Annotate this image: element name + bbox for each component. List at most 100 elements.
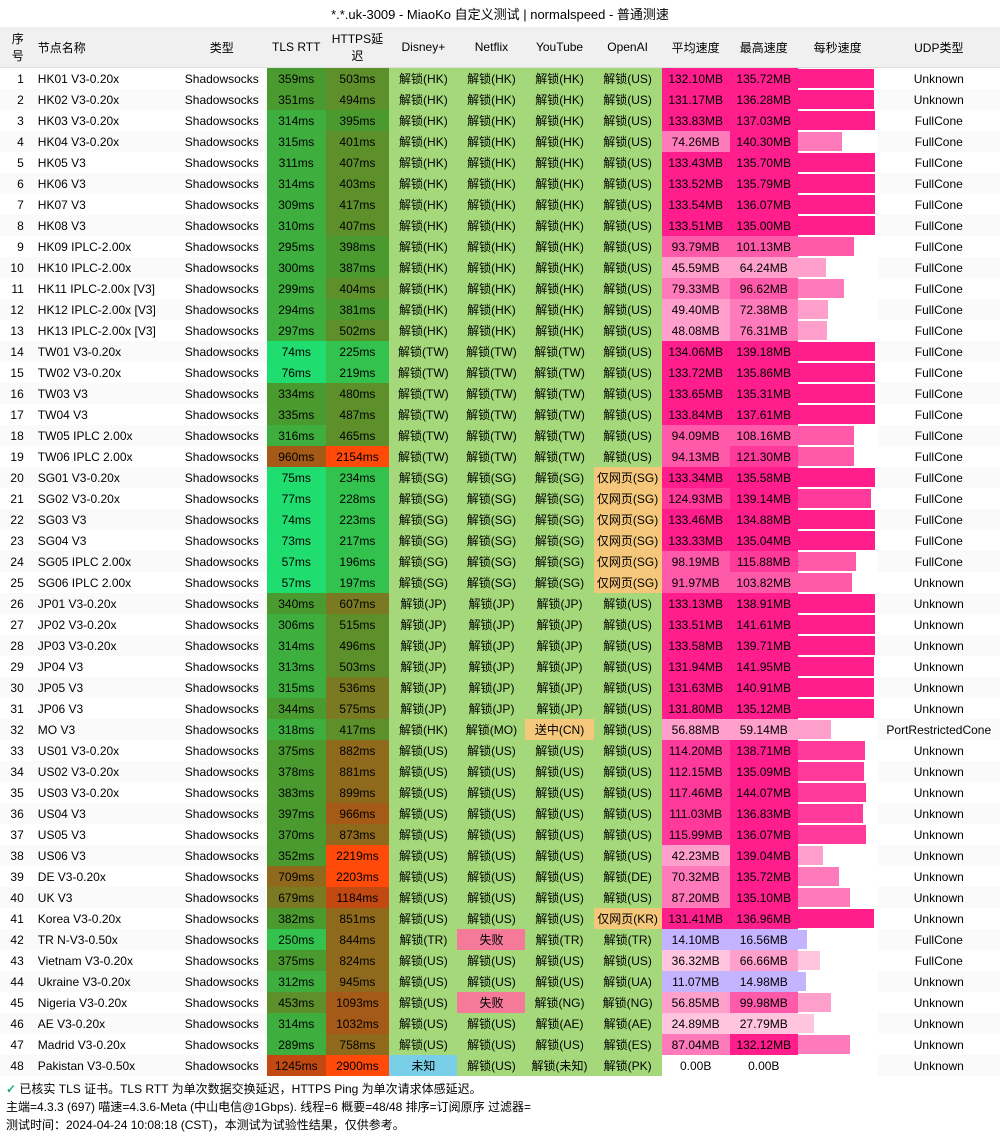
node-name: US05 V3 bbox=[30, 824, 177, 845]
node-name: US02 V3-0.20x bbox=[30, 761, 177, 782]
tls-rtt: 314ms bbox=[267, 1013, 326, 1034]
disney-status: 解锁(HK) bbox=[389, 194, 457, 215]
node-name: Vietnam V3-0.20x bbox=[30, 950, 177, 971]
disney-status: 解锁(TW) bbox=[389, 404, 457, 425]
footer-info: ✓ 已核实 TLS 证书。TLS RTT 为单次数据交换延迟，HTTPS Pin… bbox=[0, 1076, 1000, 1138]
youtube-status: 解锁(HK) bbox=[525, 299, 593, 320]
openai-status: 解锁(US) bbox=[594, 404, 662, 425]
table-row: 18TW05 IPLC 2.00xShadowsocks316ms465ms解锁… bbox=[0, 425, 1000, 446]
openai-status: 解锁(US) bbox=[594, 824, 662, 845]
max-speed: 135.70MB bbox=[730, 152, 798, 173]
speed-chart bbox=[798, 509, 878, 530]
node-name: HK05 V3 bbox=[30, 152, 177, 173]
avg-speed: 124.93MB bbox=[662, 488, 730, 509]
row-index: 6 bbox=[0, 173, 30, 194]
netflix-status: 解锁(JP) bbox=[457, 593, 525, 614]
openai-status: 解锁(US) bbox=[594, 89, 662, 110]
tls-rtt: 250ms bbox=[267, 929, 326, 950]
max-speed: 101.13MB bbox=[730, 236, 798, 257]
node-type: Shadowsocks bbox=[177, 740, 267, 761]
disney-status: 解锁(US) bbox=[389, 1013, 457, 1034]
openai-status: 解锁(US) bbox=[594, 719, 662, 740]
netflix-status: 解锁(HK) bbox=[457, 194, 525, 215]
udp-type: FullCone bbox=[878, 110, 1000, 131]
udp-type: FullCone bbox=[878, 950, 1000, 971]
max-speed: 108.16MB bbox=[730, 425, 798, 446]
avg-speed: 117.46MB bbox=[662, 782, 730, 803]
table-row: 1HK01 V3-0.20xShadowsocks359ms503ms解锁(HK… bbox=[0, 68, 1000, 90]
node-type: Shadowsocks bbox=[177, 1055, 267, 1076]
column-header: UDP类型 bbox=[878, 27, 1000, 68]
udp-type: Unknown bbox=[878, 782, 1000, 803]
tls-rtt: 344ms bbox=[267, 698, 326, 719]
tls-rtt: 316ms bbox=[267, 425, 326, 446]
openai-status: 解锁(US) bbox=[594, 446, 662, 467]
https-latency: 494ms bbox=[326, 89, 390, 110]
disney-status: 解锁(US) bbox=[389, 845, 457, 866]
table-row: 10HK10 IPLC-2.00xShadowsocks300ms387ms解锁… bbox=[0, 257, 1000, 278]
speed-chart bbox=[798, 614, 878, 635]
https-latency: 197ms bbox=[326, 572, 390, 593]
tls-rtt: 314ms bbox=[267, 173, 326, 194]
tls-rtt: 57ms bbox=[267, 551, 326, 572]
netflix-status: 解锁(TW) bbox=[457, 404, 525, 425]
netflix-status: 解锁(US) bbox=[457, 1013, 525, 1034]
netflix-status: 解锁(HK) bbox=[457, 131, 525, 152]
speed-test-table: 序号节点名称类型TLS RTTHTTPS延迟Disney+NetflixYouT… bbox=[0, 27, 1000, 1076]
tls-rtt: 318ms bbox=[267, 719, 326, 740]
speed-chart bbox=[798, 572, 878, 593]
youtube-status: 解锁(TW) bbox=[525, 425, 593, 446]
disney-status: 解锁(SG) bbox=[389, 530, 457, 551]
udp-type: FullCone bbox=[878, 929, 1000, 950]
speed-chart bbox=[798, 950, 878, 971]
tls-rtt: 310ms bbox=[267, 215, 326, 236]
row-index: 13 bbox=[0, 320, 30, 341]
netflix-status: 失败 bbox=[457, 992, 525, 1013]
https-latency: 844ms bbox=[326, 929, 390, 950]
max-speed: 59.14MB bbox=[730, 719, 798, 740]
openai-status: 仅网页(SG) bbox=[594, 488, 662, 509]
avg-speed: 133.84MB bbox=[662, 404, 730, 425]
netflix-status: 解锁(SG) bbox=[457, 467, 525, 488]
https-latency: 575ms bbox=[326, 698, 390, 719]
udp-type: Unknown bbox=[878, 761, 1000, 782]
tls-rtt: 352ms bbox=[267, 845, 326, 866]
netflix-status: 解锁(JP) bbox=[457, 656, 525, 677]
speed-chart bbox=[798, 488, 878, 509]
youtube-status: 解锁(HK) bbox=[525, 215, 593, 236]
table-row: 15TW02 V3-0.20xShadowsocks76ms219ms解锁(TW… bbox=[0, 362, 1000, 383]
max-speed: 135.72MB bbox=[730, 68, 798, 90]
row-index: 20 bbox=[0, 467, 30, 488]
netflix-status: 解锁(TW) bbox=[457, 446, 525, 467]
row-index: 9 bbox=[0, 236, 30, 257]
openai-status: 解锁(US) bbox=[594, 299, 662, 320]
speed-chart bbox=[798, 173, 878, 194]
youtube-status: 解锁(NG) bbox=[525, 992, 593, 1013]
row-index: 25 bbox=[0, 572, 30, 593]
max-speed: 135.10MB bbox=[730, 887, 798, 908]
row-index: 37 bbox=[0, 824, 30, 845]
tls-rtt: 679ms bbox=[267, 887, 326, 908]
row-index: 28 bbox=[0, 635, 30, 656]
https-latency: 465ms bbox=[326, 425, 390, 446]
netflix-status: 解锁(HK) bbox=[457, 320, 525, 341]
https-latency: 480ms bbox=[326, 383, 390, 404]
netflix-status: 解锁(TW) bbox=[457, 362, 525, 383]
table-row: 6HK06 V3Shadowsocks314ms403ms解锁(HK)解锁(HK… bbox=[0, 173, 1000, 194]
table-row: 44Ukraine V3-0.20xShadowsocks312ms945ms解… bbox=[0, 971, 1000, 992]
youtube-status: 解锁(US) bbox=[525, 782, 593, 803]
disney-status: 未知 bbox=[389, 1055, 457, 1076]
table-row: 23SG04 V3Shadowsocks73ms217ms解锁(SG)解锁(SG… bbox=[0, 530, 1000, 551]
avg-speed: 133.13MB bbox=[662, 593, 730, 614]
avg-speed: 111.03MB bbox=[662, 803, 730, 824]
avg-speed: 87.04MB bbox=[662, 1034, 730, 1055]
netflix-status: 解锁(US) bbox=[457, 908, 525, 929]
youtube-status: 解锁(US) bbox=[525, 887, 593, 908]
https-latency: 404ms bbox=[326, 278, 390, 299]
speed-chart bbox=[798, 593, 878, 614]
node-name: UK V3 bbox=[30, 887, 177, 908]
node-name: HK11 IPLC-2.00x [V3] bbox=[30, 278, 177, 299]
node-name: SG01 V3-0.20x bbox=[30, 467, 177, 488]
table-row: 24SG05 IPLC 2.00xShadowsocks57ms196ms解锁(… bbox=[0, 551, 1000, 572]
openai-status: 解锁(US) bbox=[594, 341, 662, 362]
